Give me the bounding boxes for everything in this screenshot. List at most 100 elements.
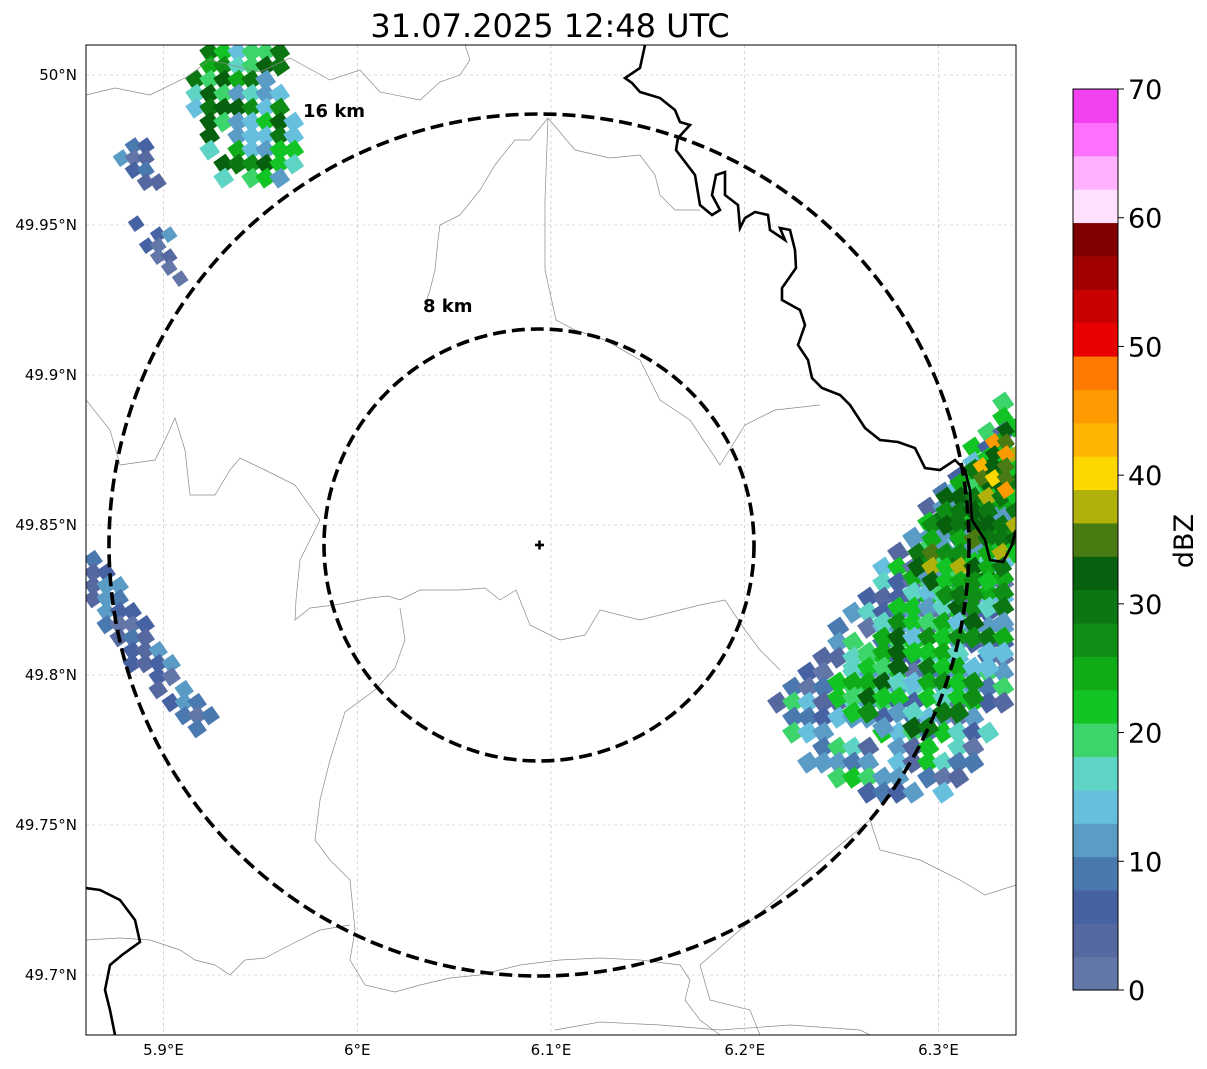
- colorbar-band: [1073, 89, 1118, 123]
- echo-cell: [917, 611, 940, 634]
- echo-cell: [149, 237, 167, 254]
- colorbar-ticks: 0 10 20 30 40 50 60 70: [1118, 75, 1162, 1007]
- echo-cell: [977, 570, 999, 592]
- echo-cell: [842, 766, 865, 789]
- echo-cell: [887, 541, 910, 564]
- echo-cell: [917, 686, 940, 709]
- echo-cell: [932, 656, 955, 679]
- echo-cell: [122, 627, 142, 648]
- echo-cell: [227, 139, 249, 161]
- echo-cell: [921, 528, 943, 550]
- echo-cell: [947, 626, 970, 649]
- echo-cell: [149, 226, 167, 243]
- lat-tick-label: 49.85°N: [15, 516, 77, 534]
- echo-cell: [857, 766, 880, 789]
- echo-cell: [227, 153, 249, 175]
- echo-cell: [872, 766, 895, 789]
- echo-cell: [977, 641, 1000, 664]
- colorbar-band: [1073, 556, 1118, 591]
- echo-cell: [996, 457, 1015, 476]
- colorbar-band: [1073, 756, 1118, 791]
- colorbar-tick-label: 60: [1128, 204, 1162, 235]
- echo-cell: [962, 706, 985, 729]
- echo-cell: [827, 766, 850, 789]
- echo-cell: [857, 601, 880, 624]
- echo-cell: [241, 45, 263, 63]
- echo-cell: [857, 586, 880, 609]
- echo-cell: [827, 686, 850, 709]
- echo-cell: [947, 721, 970, 744]
- echo-cell: [199, 111, 221, 133]
- colorbar-band: [1073, 856, 1118, 891]
- echo-cell: [902, 626, 925, 649]
- echo-cell: [148, 679, 168, 700]
- echo-cell: [827, 736, 850, 759]
- echo-cell: [213, 83, 235, 105]
- echo-cell: [857, 781, 880, 804]
- echo-cell: [932, 781, 955, 804]
- echo-cell: [907, 556, 929, 578]
- echo-cell: [872, 611, 895, 634]
- lon-tick-label: 5.9°E: [143, 1041, 184, 1059]
- map-frame: [85, 44, 1017, 1036]
- echo-cell: [812, 661, 835, 684]
- echo-cell: [812, 736, 835, 759]
- lon-tick-label: 6.2°E: [724, 1041, 765, 1059]
- echo-cell: [962, 671, 985, 694]
- echo-cell: [255, 125, 277, 147]
- echo-cell: [887, 556, 910, 579]
- echo-cell: [932, 611, 955, 634]
- echo-cell: [991, 514, 1013, 536]
- echo-cell: [241, 167, 263, 189]
- echo-cell: [187, 718, 207, 739]
- echo-cell: [977, 514, 999, 536]
- echo-cell: [255, 111, 277, 133]
- colorbar-band: [1073, 589, 1118, 624]
- echo-cell: [797, 751, 820, 774]
- echo-cell: [947, 671, 970, 694]
- echo-cell: [917, 596, 940, 619]
- echo-cell: [857, 701, 880, 724]
- echo-cell: [962, 686, 985, 709]
- echo-cell: [907, 542, 929, 564]
- echo-cell: [902, 526, 925, 549]
- colorbar-frame: [1072, 88, 1119, 991]
- echo-cell: [872, 571, 895, 594]
- echo-cell: [255, 55, 277, 77]
- echo-cell: [887, 686, 910, 709]
- range-ring-16km: [107, 112, 971, 978]
- echo-cell: [797, 661, 820, 684]
- echo-cell: [174, 692, 194, 713]
- echo-cell: [797, 691, 820, 714]
- echo-cell: [185, 97, 207, 119]
- echo-cell: [872, 656, 895, 679]
- echo-cell: [991, 542, 1013, 564]
- echo-cell: [185, 69, 207, 91]
- echo-cell: [842, 686, 865, 709]
- echo-cell: [921, 570, 943, 592]
- echo-cell: [213, 153, 235, 175]
- colorbar-band: [1073, 489, 1118, 524]
- echo-cell: [269, 97, 291, 119]
- echo-cell: [887, 626, 910, 649]
- echo-cell: [887, 596, 910, 619]
- echo-cell: [135, 614, 155, 635]
- echo-cell: [269, 83, 291, 105]
- colorbar-tick-label: 70: [1128, 75, 1162, 106]
- echo-cell: [767, 691, 790, 714]
- echo-cell: [199, 125, 221, 147]
- echo-cell: [148, 666, 168, 687]
- echo-cell: [932, 701, 955, 724]
- echo-cell: [827, 616, 850, 639]
- echo-cell: [160, 248, 178, 265]
- echo-cell: [199, 139, 221, 161]
- echo-cell: [902, 671, 925, 694]
- colorbar-band: [1073, 789, 1118, 824]
- echo-cell: [984, 457, 1003, 476]
- echo-cell: [996, 445, 1015, 464]
- colorbar-band: [1073, 689, 1118, 724]
- echo-cell: [932, 766, 955, 789]
- echo-cell: [185, 83, 207, 105]
- echo-cell: [200, 705, 220, 726]
